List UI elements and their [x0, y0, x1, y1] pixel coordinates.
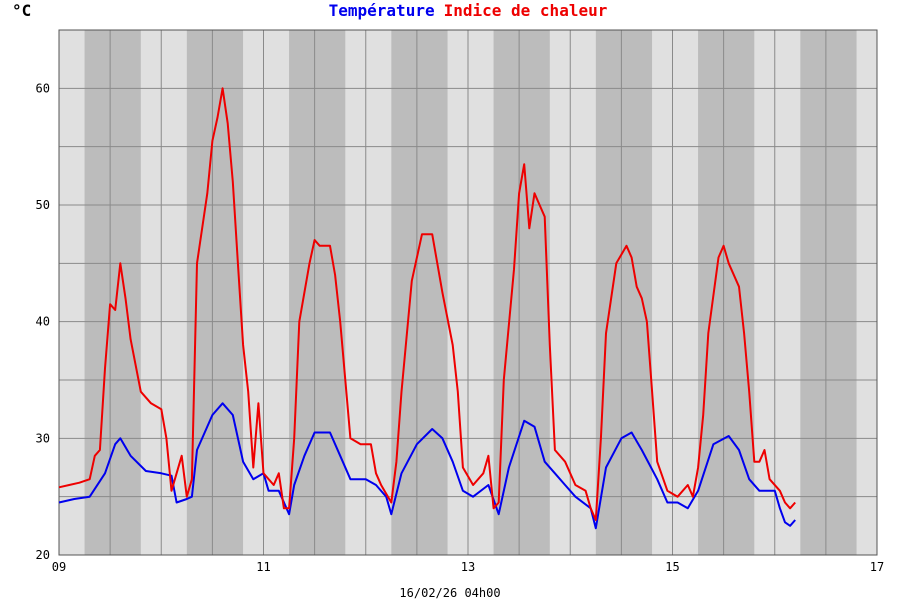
series-lines: [58, 87, 796, 530]
x-tick-17: 17: [870, 560, 884, 574]
y-tick-30: 30: [36, 431, 50, 445]
night-band-4: [493, 30, 550, 555]
title-series-1: Température: [329, 1, 435, 20]
chart-title: Température Indice de chaleur: [329, 1, 608, 20]
x-tick-09: 09: [52, 560, 66, 574]
y-tick-50: 50: [36, 198, 50, 212]
y-tick-60: 60: [36, 81, 50, 95]
night-band-7: [800, 30, 857, 555]
y-tick-40: 40: [36, 315, 50, 329]
unit-label: °C: [12, 1, 31, 20]
series-line-1: [58, 402, 796, 530]
x-tick-labels: 09 11 13 15 17: [52, 560, 884, 574]
y-tick-20: 20: [36, 548, 50, 562]
x-tick-15: 15: [665, 560, 679, 574]
title-series-2: Indice de chaleur: [444, 1, 608, 20]
night-band-1: [186, 30, 244, 555]
night-band-3: [391, 30, 448, 555]
x-tick-11: 11: [256, 560, 270, 574]
series-line-2: [58, 87, 796, 521]
plot-frame: [58, 29, 878, 556]
night-band-0: [84, 30, 141, 555]
footer-timestamp: 16/02/26 04h00: [399, 586, 500, 600]
y-tick-labels: 20 30 40 50 60: [36, 81, 50, 562]
night-band-6: [698, 30, 755, 555]
night-band-2: [289, 30, 346, 555]
x-tick-13: 13: [461, 560, 475, 574]
